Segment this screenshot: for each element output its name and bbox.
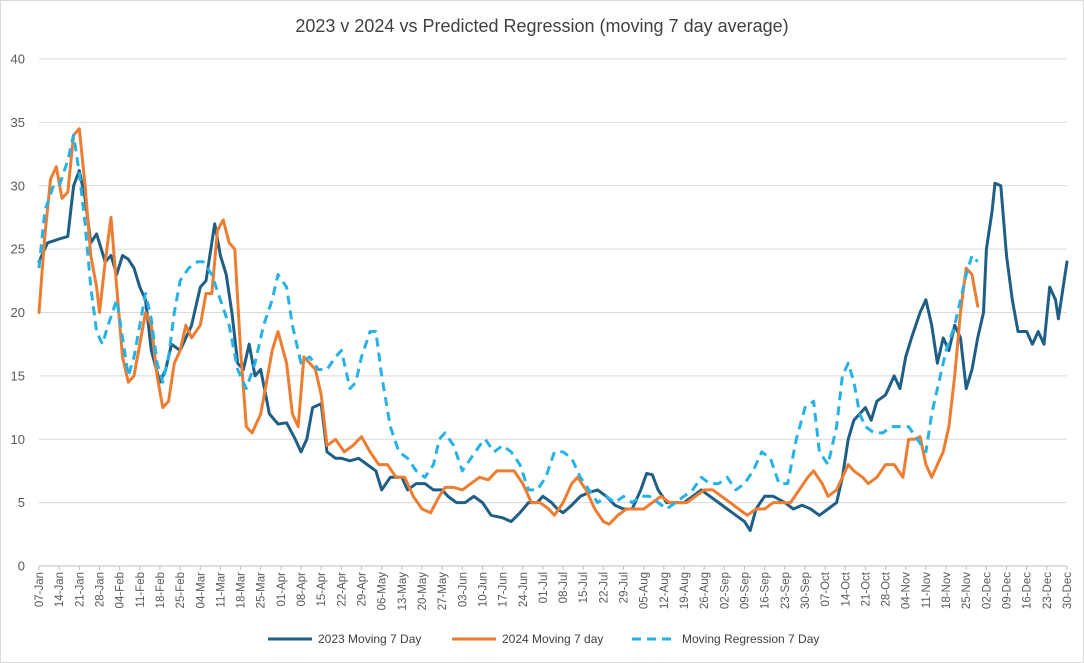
- y-tick-label: 35: [11, 115, 25, 130]
- y-tick-label: 25: [11, 242, 25, 257]
- x-tick-label: 07-Jan: [34, 572, 46, 607]
- x-tick-label: 25-Mar: [256, 572, 268, 609]
- x-tick-label: 12-Aug: [659, 572, 671, 609]
- x-tick-label: 04-Feb: [115, 572, 127, 608]
- legend-label: Moving Regression 7 Day: [682, 632, 819, 646]
- x-tick-label: 29-Apr: [357, 572, 369, 607]
- y-axis-tick-labels: 0 5 10 15 20 25 30 35 40: [11, 52, 25, 574]
- x-tick-label: 11-Feb: [135, 572, 147, 608]
- y-tick-label: 15: [11, 368, 25, 383]
- x-tick-label: 16-Dec: [1022, 572, 1034, 609]
- chart-title: 2023 v 2024 vs Predicted Regression (mov…: [295, 16, 789, 36]
- x-tick-label: 28-Jan: [94, 572, 106, 607]
- x-tick-label: 02-Sep: [719, 572, 731, 609]
- series-line-2024-moving-7-day: [37, 127, 980, 526]
- y-tick-label: 30: [11, 178, 25, 193]
- x-tick-label: 18-Feb: [155, 572, 167, 608]
- x-tick-label: 15-Jul: [578, 572, 590, 603]
- x-tick-label: 20-May: [417, 572, 429, 611]
- x-tick-label: 25-Feb: [175, 572, 187, 608]
- x-tick-label: 03-Jun: [457, 572, 469, 607]
- x-tick-label: 26-Aug: [699, 572, 711, 609]
- y-tick-label: 5: [18, 495, 25, 510]
- x-tick-label: 22-Apr: [336, 572, 348, 607]
- x-tick-label: 23-Dec: [1042, 572, 1054, 609]
- x-tick-label: 15-Apr: [316, 572, 328, 607]
- x-tick-label: 10-Jun: [477, 572, 489, 607]
- x-tick-label: 21-Jan: [74, 572, 86, 607]
- x-tick-label: 22-Jul: [598, 572, 610, 603]
- legend-label: 2023 Moving 7 Day: [318, 632, 421, 646]
- y-tick-label: 10: [11, 432, 25, 447]
- y-tick-label: 20: [11, 305, 25, 320]
- x-tick-label: 23-Sep: [780, 572, 792, 609]
- x-tick-label: 08-Jul: [558, 572, 570, 603]
- x-tick-label: 25-Nov: [961, 572, 973, 609]
- x-tick-label: 02-Dec: [981, 572, 993, 609]
- x-tick-label: 18-Mar: [236, 572, 248, 609]
- x-tick-label: 09-Dec: [1002, 572, 1014, 609]
- x-tick-label: 09-Sep: [739, 572, 751, 609]
- x-tick-label: 27-May: [437, 572, 449, 611]
- legend-label: 2024 Moving 7 day: [502, 632, 603, 646]
- x-tick-label: 14-Jan: [54, 572, 66, 607]
- x-tick-label: 16-Sep: [760, 572, 772, 609]
- x-tick-label: 14-Oct: [840, 571, 852, 606]
- series-line-moving-regression-7-day: [37, 133, 979, 511]
- x-tick-label: 13-May: [397, 572, 409, 611]
- x-tick-label: 19-Aug: [679, 572, 691, 609]
- legend: 2023 Moving 7 Day 2024 Moving 7 day Moving…: [268, 632, 819, 646]
- x-tick-label: 01-Jul: [538, 572, 550, 603]
- x-tick-label: 30-Sep: [800, 572, 812, 609]
- x-tick-label: 07-Oct: [820, 571, 832, 606]
- x-tick-label: 05-Aug: [639, 572, 651, 609]
- y-tick-label: 0: [18, 559, 25, 574]
- y-tick-label: 40: [11, 52, 25, 67]
- series-lines: [37, 127, 1069, 532]
- x-tick-label: 04-Nov: [901, 572, 913, 609]
- x-axis-tick-labels: 07-Jan 14-Jan 21-Jan 28-Jan 04-Feb 11-Feb 18-F…: [34, 571, 1074, 610]
- x-tick-label: 18-Nov: [941, 572, 953, 609]
- series-line-2023-moving-7-day: [37, 169, 1069, 532]
- x-tick-label: 04-Mar: [195, 572, 207, 609]
- x-tick-label: 11-Nov: [921, 572, 933, 608]
- x-tick-label: 24-Jun: [518, 572, 530, 607]
- x-tick-label: 11-Mar: [215, 572, 227, 608]
- x-tick-label: 08-Apr: [296, 572, 308, 607]
- x-tick-label: 06-May: [377, 572, 389, 611]
- x-tick-label: 30-Dec: [1062, 572, 1074, 609]
- x-tick-label: 21-Oct: [860, 571, 872, 606]
- x-tick-label: 28-Oct: [881, 571, 893, 606]
- x-tick-label: 29-Jul: [619, 572, 631, 603]
- x-tick-label: 17-Jun: [498, 572, 510, 607]
- x-tick-label: 01-Apr: [276, 572, 288, 607]
